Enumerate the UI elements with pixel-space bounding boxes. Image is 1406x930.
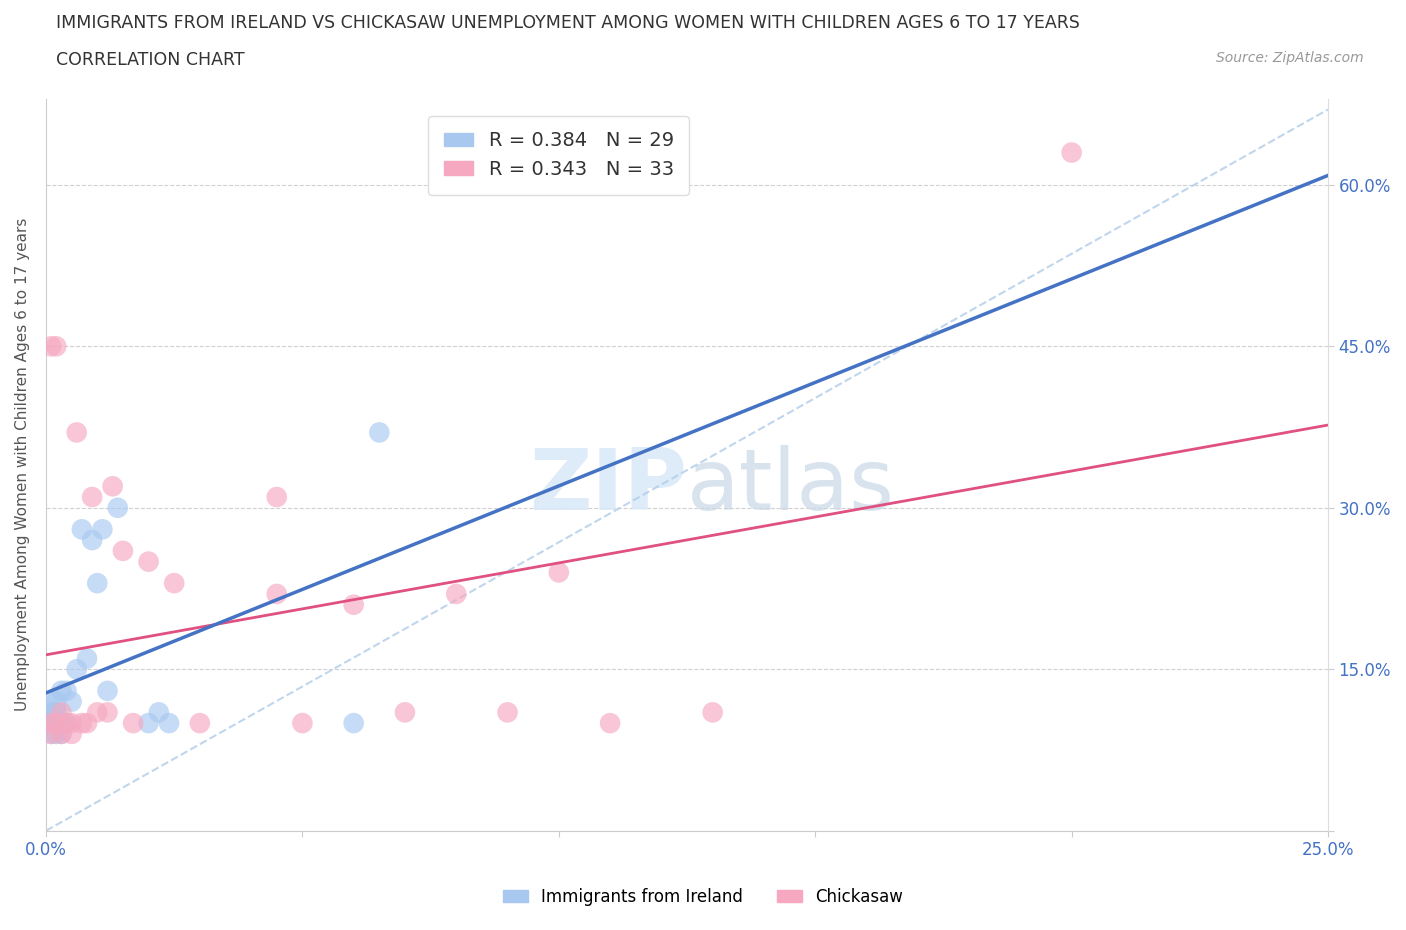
Point bbox=[39, 726, 62, 741]
Point bbox=[1060, 145, 1083, 160]
Point bbox=[51, 726, 73, 741]
Point bbox=[55, 684, 77, 698]
Point bbox=[39, 716, 62, 731]
Point bbox=[163, 576, 186, 591]
Point bbox=[39, 339, 62, 353]
Point bbox=[51, 705, 73, 720]
Point bbox=[51, 684, 73, 698]
Point bbox=[96, 684, 118, 698]
Point bbox=[266, 489, 288, 504]
Point bbox=[45, 694, 67, 709]
Point bbox=[45, 339, 67, 353]
Point bbox=[291, 716, 314, 731]
Point bbox=[76, 716, 98, 731]
Text: IMMIGRANTS FROM IRELAND VS CHICKASAW UNEMPLOYMENT AMONG WOMEN WITH CHILDREN AGES: IMMIGRANTS FROM IRELAND VS CHICKASAW UNE… bbox=[56, 14, 1080, 32]
Point bbox=[138, 554, 160, 569]
Point bbox=[343, 716, 366, 731]
Point bbox=[702, 705, 724, 720]
Point bbox=[66, 425, 89, 440]
Point bbox=[82, 533, 104, 548]
Point bbox=[39, 694, 62, 709]
Legend: R = 0.384   N = 29, R = 0.343   N = 33: R = 0.384 N = 29, R = 0.343 N = 33 bbox=[429, 115, 689, 194]
Point bbox=[446, 587, 468, 602]
Point bbox=[86, 705, 108, 720]
Point bbox=[547, 565, 569, 579]
Point bbox=[157, 716, 180, 731]
Point bbox=[266, 587, 288, 602]
Point bbox=[138, 716, 160, 731]
Point bbox=[45, 716, 67, 731]
Point bbox=[82, 489, 104, 504]
Point bbox=[66, 662, 89, 677]
Point bbox=[599, 716, 621, 731]
Text: CORRELATION CHART: CORRELATION CHART bbox=[56, 51, 245, 69]
Point bbox=[368, 425, 391, 440]
Point bbox=[394, 705, 416, 720]
Point bbox=[122, 716, 145, 731]
Legend: Immigrants from Ireland, Chickasaw: Immigrants from Ireland, Chickasaw bbox=[496, 881, 910, 912]
Point bbox=[51, 716, 73, 731]
Point bbox=[45, 705, 67, 720]
Point bbox=[70, 716, 93, 731]
Point bbox=[39, 726, 62, 741]
Point bbox=[76, 651, 98, 666]
Point bbox=[39, 716, 62, 731]
Point bbox=[188, 716, 211, 731]
Text: ZIP: ZIP bbox=[529, 445, 688, 528]
Point bbox=[107, 500, 129, 515]
Point bbox=[39, 705, 62, 720]
Point bbox=[111, 543, 134, 558]
Point bbox=[39, 716, 62, 731]
Point bbox=[45, 716, 67, 731]
Point bbox=[148, 705, 170, 720]
Point bbox=[51, 726, 73, 741]
Y-axis label: Unemployment Among Women with Children Ages 6 to 17 years: Unemployment Among Women with Children A… bbox=[15, 218, 30, 711]
Point bbox=[45, 705, 67, 720]
Point bbox=[60, 726, 83, 741]
Text: atlas: atlas bbox=[688, 445, 896, 528]
Point bbox=[496, 705, 519, 720]
Point bbox=[60, 716, 83, 731]
Point bbox=[96, 705, 118, 720]
Point bbox=[60, 694, 83, 709]
Point bbox=[70, 522, 93, 537]
Point bbox=[55, 716, 77, 731]
Point bbox=[45, 726, 67, 741]
Point bbox=[86, 576, 108, 591]
Point bbox=[343, 597, 366, 612]
Point bbox=[91, 522, 114, 537]
Text: Source: ZipAtlas.com: Source: ZipAtlas.com bbox=[1216, 51, 1364, 65]
Point bbox=[55, 716, 77, 731]
Point bbox=[101, 479, 124, 494]
